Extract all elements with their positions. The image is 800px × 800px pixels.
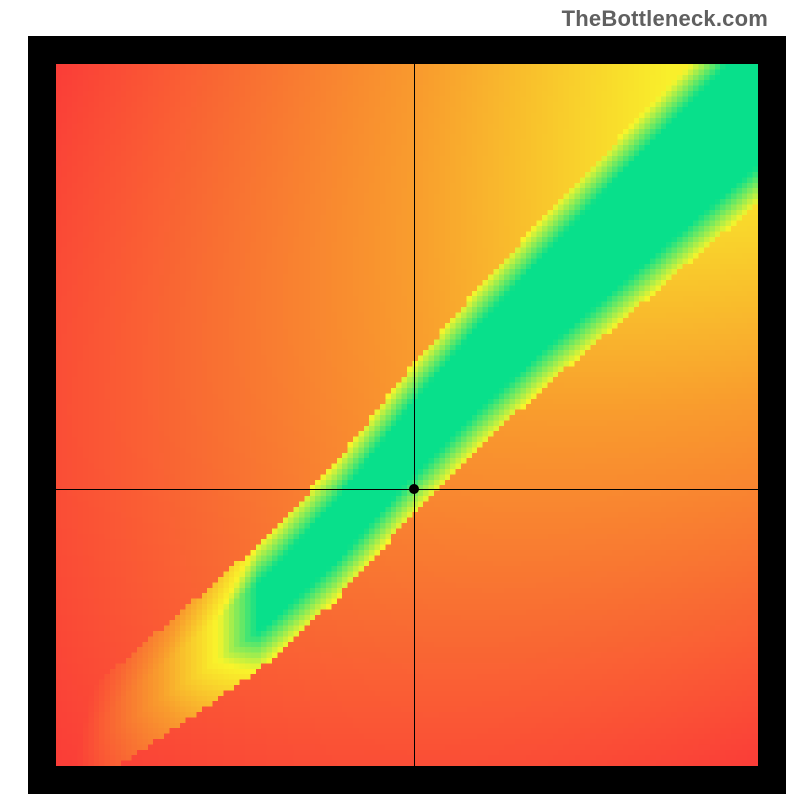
watermark-text: TheBottleneck.com xyxy=(562,6,768,32)
marker-dot xyxy=(409,484,419,494)
crosshair-vertical xyxy=(414,64,415,766)
crosshair-horizontal xyxy=(56,489,758,490)
chart-frame xyxy=(28,36,786,794)
chart-container: TheBottleneck.com xyxy=(0,0,800,800)
plot-area xyxy=(56,64,758,766)
heatmap-canvas xyxy=(56,64,758,766)
